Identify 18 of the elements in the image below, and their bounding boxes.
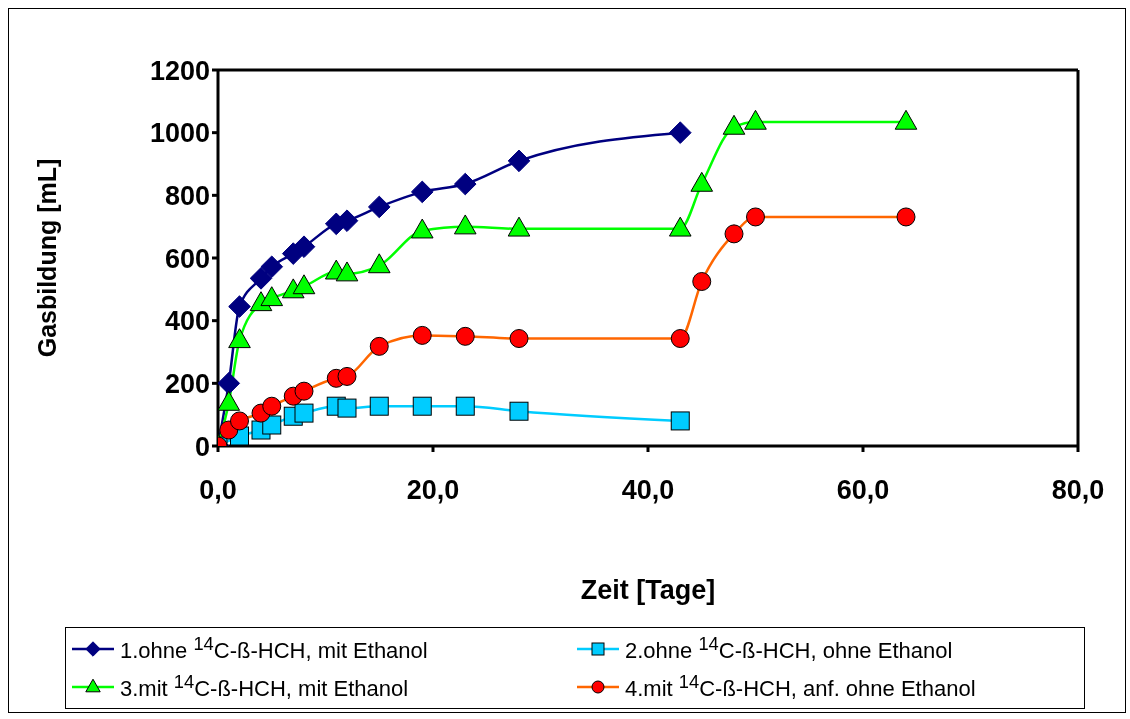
y-tick-label: 800 [164,180,210,211]
y-tick-label: 200 [164,368,210,399]
legend-label: 2.ohne $^{14}$C-ß-HCH, ohne Ethanol [625,633,953,665]
x-tick-label: 0,0 [199,475,237,506]
legend-label: 4.mit $^{14}$C-ß-HCH, anf. ohne Ethanol [625,671,976,703]
legend-label: 3.mit $^{14}$C-ß-HCH, mit Ethanol [120,671,409,703]
x-axis-title: Zeit [Tage] [580,575,716,605]
y-axis-title: Gasbildung [mL] [32,158,61,358]
x-tick-label: 80,0 [1051,475,1105,506]
y-tick-label: 1200 [149,55,210,86]
y-tick-label: 1000 [149,118,210,149]
x-tick-label: 20,0 [406,475,460,506]
x-tick-label: 60,0 [836,475,890,506]
y-tick-label: 400 [164,306,210,337]
y-tick-label: 600 [164,243,210,274]
y-tick-label: 0 [194,431,210,462]
x-tick-label: 40,0 [621,475,675,506]
legend-label: 1.ohne $^{14}$C-ß-HCH, mit Ethanol [120,633,428,665]
